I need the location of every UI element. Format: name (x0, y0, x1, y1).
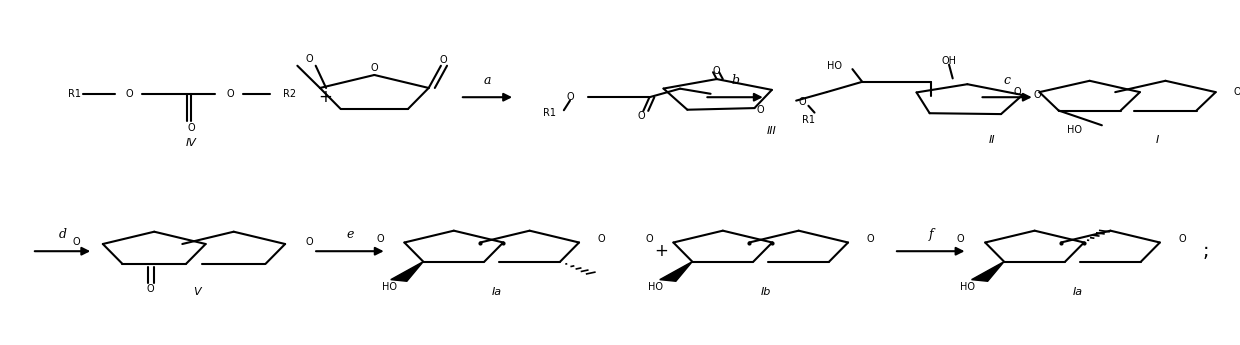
Text: ;: ; (1203, 242, 1209, 261)
Text: O: O (1013, 87, 1022, 97)
Text: e: e (346, 228, 353, 241)
Text: O: O (645, 234, 652, 244)
Text: O: O (957, 234, 965, 244)
Text: +: + (655, 242, 668, 260)
Text: R1: R1 (802, 116, 815, 126)
Polygon shape (972, 262, 1004, 281)
Text: III: III (766, 126, 776, 136)
Text: HO: HO (827, 61, 842, 71)
Polygon shape (391, 262, 423, 281)
Text: O: O (439, 55, 448, 65)
Text: HO: HO (1068, 125, 1083, 135)
Text: O: O (376, 234, 383, 244)
Text: O: O (306, 237, 314, 247)
Text: Ib: Ib (760, 287, 771, 297)
Text: I: I (1156, 135, 1158, 145)
Text: f: f (929, 228, 932, 241)
Text: V: V (193, 287, 201, 297)
Text: O: O (637, 111, 645, 121)
Text: HO: HO (382, 282, 397, 292)
Text: O: O (756, 105, 764, 115)
Text: O: O (306, 54, 314, 64)
Text: HO: HO (960, 282, 975, 292)
Text: IV: IV (186, 138, 196, 148)
Text: O: O (126, 89, 134, 99)
Text: c: c (1003, 74, 1011, 87)
Text: O: O (146, 284, 154, 294)
Text: R1: R1 (543, 108, 556, 118)
Text: b: b (732, 74, 739, 87)
Text: O: O (72, 237, 79, 247)
Text: O: O (1234, 87, 1240, 97)
Text: R2: R2 (283, 89, 296, 99)
Text: O: O (226, 89, 234, 99)
Text: a: a (484, 74, 491, 87)
Text: HO: HO (649, 282, 663, 292)
Text: +: + (319, 88, 332, 106)
Text: O: O (867, 234, 874, 244)
Text: d: d (58, 228, 67, 241)
Text: Ia: Ia (1073, 287, 1083, 297)
Text: OH: OH (941, 56, 956, 66)
Text: O: O (799, 97, 806, 107)
Text: O: O (1178, 234, 1185, 244)
Text: O: O (598, 234, 605, 244)
Text: O: O (187, 123, 195, 133)
Text: R1: R1 (68, 89, 81, 99)
Text: O: O (371, 63, 378, 73)
Polygon shape (660, 262, 692, 281)
Text: O: O (713, 66, 720, 76)
Text: O: O (567, 92, 574, 102)
Text: O: O (1033, 90, 1042, 100)
Text: II: II (988, 135, 994, 145)
Text: Ia: Ia (491, 287, 502, 297)
